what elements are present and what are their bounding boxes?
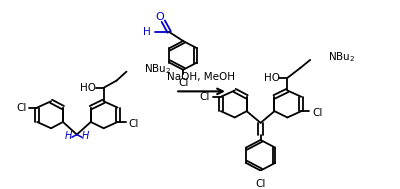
Text: Cl: Cl bbox=[178, 78, 188, 88]
Text: Cl: Cl bbox=[128, 119, 139, 129]
Text: Cl: Cl bbox=[200, 92, 210, 102]
Text: H: H bbox=[142, 27, 150, 37]
Text: H: H bbox=[64, 131, 72, 141]
Text: NBu$_2$: NBu$_2$ bbox=[144, 62, 172, 76]
Text: NaOH, MeOH: NaOH, MeOH bbox=[168, 72, 236, 82]
Text: Cl: Cl bbox=[255, 179, 266, 189]
Text: Cl: Cl bbox=[16, 103, 26, 113]
Text: Cl: Cl bbox=[312, 108, 322, 118]
Text: H: H bbox=[82, 131, 90, 141]
Text: HO: HO bbox=[80, 83, 96, 93]
Text: O: O bbox=[155, 12, 164, 22]
Text: HO: HO bbox=[264, 73, 280, 83]
Text: NBu$_2$: NBu$_2$ bbox=[328, 50, 356, 64]
